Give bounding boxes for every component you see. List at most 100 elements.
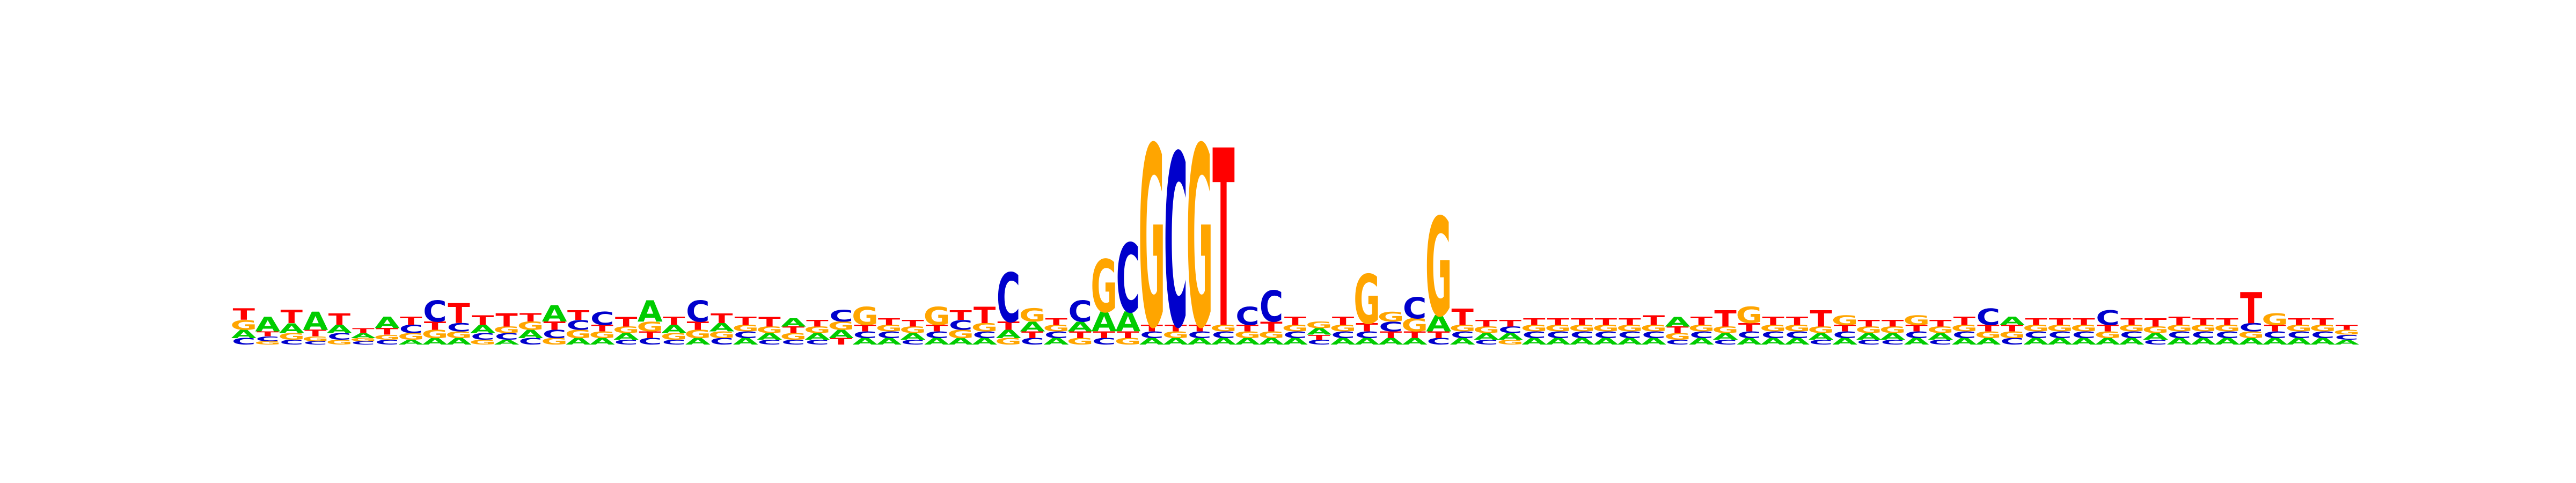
- logo-letter-A: A: [1283, 336, 1308, 347]
- logo-letter-T: T: [830, 336, 853, 347]
- logo-letter-G: G: [2333, 328, 2360, 336]
- logo-letter-G: G: [350, 337, 377, 342]
- logo-letter-T: T: [1380, 330, 1402, 340]
- logo-letter-T: T: [591, 323, 614, 333]
- logo-letter-A: A: [804, 332, 830, 342]
- logo-letter-C: C: [1212, 330, 1235, 340]
- logo-letter-T: T: [1882, 318, 1904, 328]
- logo-letter-A: A: [1856, 332, 1882, 342]
- logo-letter-C: C: [1474, 338, 1498, 346]
- logo-letter-A: A: [1402, 336, 1428, 347]
- logo-letter-A: A: [757, 332, 782, 342]
- logo-letter-C: C: [543, 327, 566, 341]
- logo-letter-C: C: [1355, 330, 1379, 340]
- logo-letter-G: G: [1473, 325, 1500, 335]
- logo-letter-A: A: [876, 336, 902, 347]
- logo-letter-C: C: [901, 338, 925, 346]
- logo-letter-C: C: [2143, 338, 2167, 346]
- logo-letter-A: A: [590, 336, 616, 347]
- logo-letter-A: A: [1617, 336, 1643, 347]
- logo-letter-G: G: [684, 327, 711, 341]
- logo-letter-C: C: [1761, 330, 1785, 340]
- logo-letter-G: G: [613, 325, 640, 335]
- logo-letter-A: A: [375, 314, 400, 332]
- logo-letter-G: G: [302, 335, 329, 343]
- logo-letter-A: A: [2047, 336, 2073, 347]
- logo-letter-G: G: [899, 325, 926, 335]
- logo-letter-G: G: [1019, 305, 1046, 326]
- logo-letter-A: A: [1259, 336, 1285, 347]
- logo-letter-T: T: [2025, 317, 2047, 327]
- logo-letter-C: C: [2000, 336, 2024, 347]
- logo-letter-C: C: [1714, 338, 1737, 346]
- logo-letter-T: T: [735, 314, 757, 328]
- logo-letter-C: C: [1689, 330, 1713, 340]
- logo-letter-T: T: [495, 310, 518, 331]
- logo-letter-A: A: [685, 336, 711, 347]
- logo-letter-A: A: [613, 332, 639, 342]
- logo-letter-C: C: [1833, 330, 1856, 340]
- logo-letter-G: G: [1043, 323, 1070, 333]
- logo-letter-C: C: [2239, 321, 2263, 334]
- logo-letter-C: C: [638, 336, 662, 347]
- logo-letter-A: A: [1880, 332, 1906, 342]
- logo-letter-G: G: [1760, 323, 1787, 333]
- logo-letter-C: C: [471, 332, 494, 342]
- logo-letter-C: C: [2334, 333, 2358, 341]
- logo-letter-T: T: [1093, 330, 1116, 340]
- logo-letter-T: T: [1499, 318, 1522, 328]
- logo-letter-G: G: [1425, 191, 1452, 348]
- logo-letter-A: A: [1641, 336, 1667, 347]
- logo-letter-T: T: [1308, 333, 1330, 341]
- logo-letter-G: G: [2047, 323, 2074, 333]
- logo-letter-C: C: [232, 336, 255, 347]
- logo-letter-C: C: [734, 330, 757, 340]
- logo-letter-C: C: [758, 338, 781, 346]
- logo-letter-T: T: [400, 314, 422, 328]
- logo-letter-G: G: [2070, 323, 2097, 333]
- logo-letter-A: A: [638, 294, 663, 328]
- logo-letter-C: C: [877, 330, 901, 340]
- logo-letter-G: G: [1449, 323, 1476, 333]
- logo-letter-G: G: [2190, 323, 2217, 333]
- logo-letter-C: C: [1140, 330, 1163, 340]
- logo-letter-C: C: [2048, 330, 2072, 340]
- logo-letter-C: C: [2072, 330, 2096, 340]
- logo-letter-G: G: [1784, 323, 1811, 333]
- logo-letter-G: G: [1067, 336, 1094, 347]
- logo-letter-T: T: [639, 330, 662, 340]
- logo-letter-C: C: [662, 338, 686, 346]
- logo-letter-A: A: [1187, 336, 1213, 347]
- logo-letter-T: T: [1738, 321, 1760, 334]
- logo-letter-G: G: [445, 330, 472, 340]
- logo-letter-A: A: [1904, 336, 1930, 347]
- logo-letter-G: G: [541, 336, 568, 347]
- logo-letter-G: G: [661, 332, 687, 342]
- logo-letter-C: C: [423, 294, 447, 328]
- logo-letter-G: G: [1807, 325, 1834, 335]
- logo-letter-G: G: [1330, 323, 1357, 333]
- logo-letter-T: T: [1906, 323, 1928, 333]
- logo-letter-A: A: [972, 336, 998, 347]
- logo-letter-T: T: [1165, 323, 1187, 333]
- logo-letter-A: A: [1975, 336, 2001, 347]
- logo-letter-G: G: [1569, 323, 1596, 333]
- logo-letter-G: G: [278, 332, 305, 342]
- logo-letter-A: A: [1784, 336, 1810, 347]
- logo-letter-C: C: [614, 338, 638, 346]
- logo-letter-A: A: [1139, 336, 1165, 347]
- logo-letter-A: A: [1163, 336, 1189, 347]
- logo-letter-A: A: [327, 323, 352, 336]
- logo-letter-T: T: [1857, 318, 1880, 328]
- logo-letter-G: G: [398, 332, 425, 342]
- logo-letter-C: C: [1618, 330, 1642, 340]
- logo-letter-C: C: [256, 335, 280, 343]
- logo-letter-T: T: [663, 314, 685, 328]
- logo-letter-T: T: [1619, 317, 1641, 327]
- logo-letter-G: G: [804, 325, 831, 335]
- logo-letter-G: G: [2238, 330, 2265, 340]
- logo-letter-A: A: [2095, 336, 2121, 347]
- logo-letter-T: T: [448, 298, 470, 330]
- logo-letter-C: C: [949, 317, 972, 333]
- logo-letter-C: C: [1164, 106, 1188, 382]
